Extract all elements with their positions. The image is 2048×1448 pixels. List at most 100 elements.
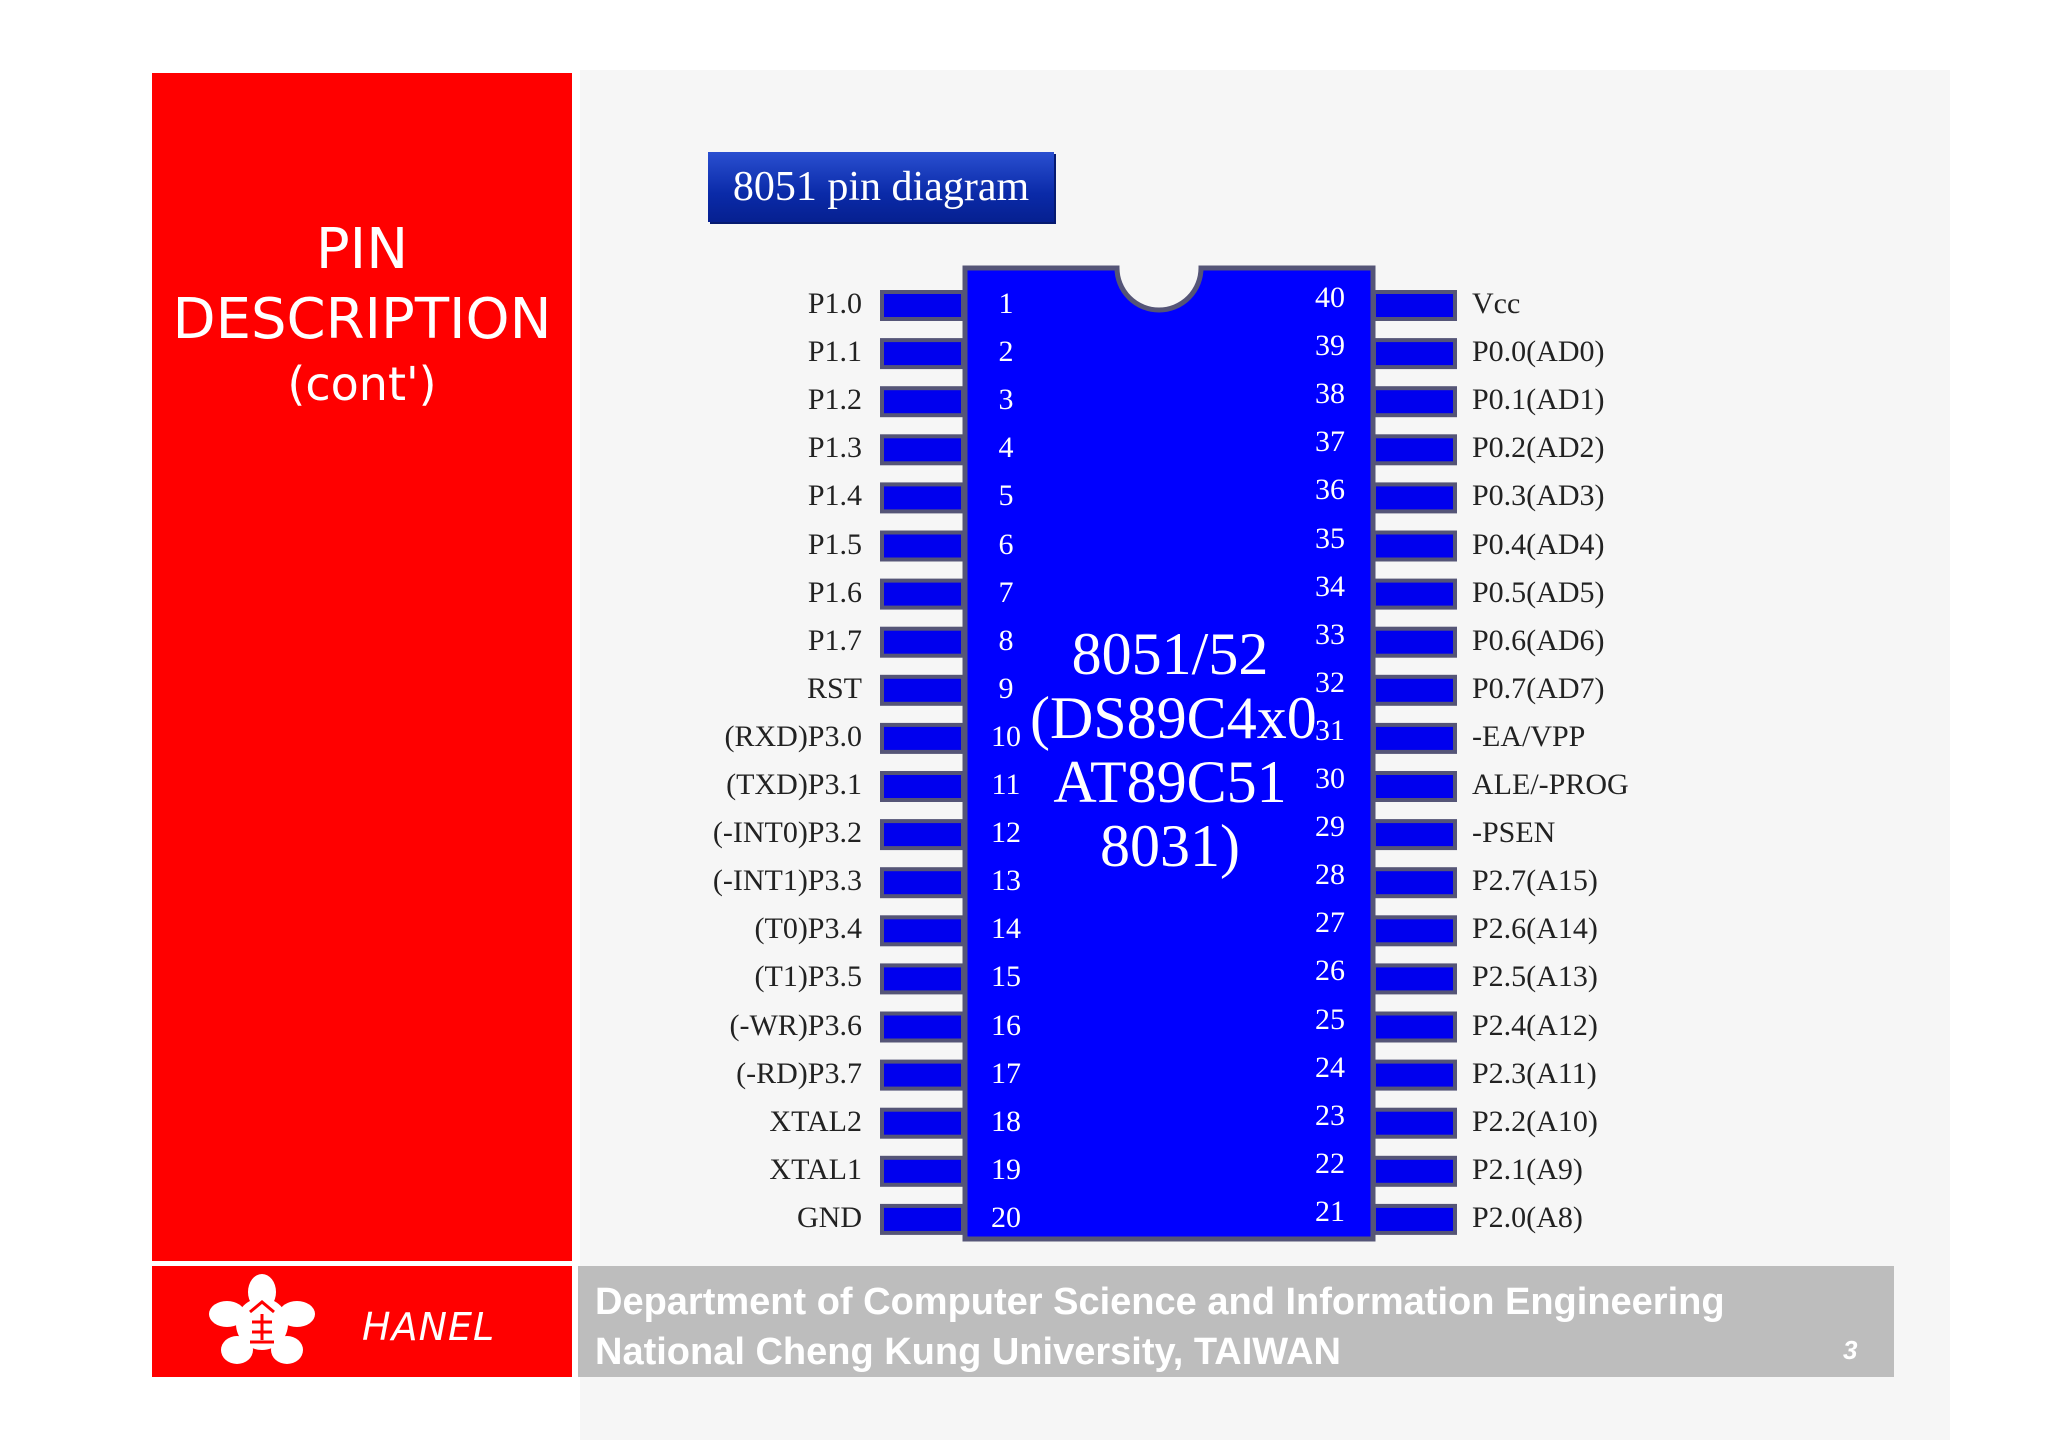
pin-label: P2.1(A9) xyxy=(1472,1152,1583,1186)
right-pin-16 xyxy=(1372,1059,1457,1091)
pin-number: 37 xyxy=(1315,425,1345,459)
pin-label: P0.1(AD1) xyxy=(1472,383,1605,417)
pin-label: (-WR)P3.6 xyxy=(729,1008,862,1042)
chip-name-line: (DS89C4x0 xyxy=(1030,685,1317,751)
left-pin-13 xyxy=(880,915,965,947)
left-pin-19 xyxy=(880,1203,965,1235)
pin-label: P2.3(A11) xyxy=(1472,1056,1597,1090)
left-pin-18 xyxy=(880,1155,965,1187)
right-pin-14 xyxy=(1372,963,1457,995)
pin-number: 13 xyxy=(991,864,1021,898)
right-pin-10 xyxy=(1372,771,1457,802)
left-pin-11 xyxy=(880,819,965,851)
pin-number: 22 xyxy=(1315,1146,1345,1180)
right-pin-7 xyxy=(1372,626,1457,658)
pin-number: 24 xyxy=(1315,1050,1345,1084)
pin-number: 1 xyxy=(998,287,1014,320)
pin-number: 14 xyxy=(991,912,1021,946)
pin-number: 32 xyxy=(1315,665,1345,699)
pin-number: 6 xyxy=(998,527,1014,561)
left-pin-5 xyxy=(880,530,965,562)
pin-number: 28 xyxy=(1315,858,1345,892)
pin-number: 34 xyxy=(1315,569,1345,603)
pin-label: P1.3 xyxy=(807,431,862,465)
right-pin-19 xyxy=(1372,1203,1457,1235)
pin-label: P1.1 xyxy=(807,335,862,369)
right-pin-11 xyxy=(1372,819,1457,851)
pin-label: (T1)P3.5 xyxy=(754,960,863,994)
right-pin-0 xyxy=(1372,290,1457,321)
pin-label: P2.7(A15) xyxy=(1472,864,1598,898)
pin-label: XTAL1 xyxy=(769,1152,862,1186)
left-pin-1 xyxy=(880,338,965,370)
pin-label: P0.6(AD6) xyxy=(1472,623,1605,657)
pin-label: P0.7(AD7) xyxy=(1472,671,1605,705)
pin-label: P0.5(AD5) xyxy=(1472,575,1605,609)
right-pin-5 xyxy=(1372,530,1457,562)
left-pin-6 xyxy=(880,578,965,610)
pin-label: (-INT0)P3.2 xyxy=(712,816,862,850)
left-pin-9 xyxy=(880,722,965,754)
pin-label: XTAL2 xyxy=(769,1104,862,1138)
right-pin-15 xyxy=(1372,1011,1457,1043)
pin-number: 10 xyxy=(991,719,1021,753)
chip-notch xyxy=(1115,267,1203,312)
pin-label: -PSEN xyxy=(1472,816,1556,850)
right-pin-12 xyxy=(1372,867,1457,899)
pin-number: 18 xyxy=(991,1104,1021,1138)
right-pin-2 xyxy=(1372,386,1457,418)
pin-number: 30 xyxy=(1315,762,1345,795)
left-pin-17 xyxy=(880,1107,965,1139)
right-pin-3 xyxy=(1372,434,1457,466)
page-number: 3 xyxy=(1843,1335,1858,1365)
pin-number: 15 xyxy=(991,960,1021,994)
pin-number: 19 xyxy=(991,1152,1021,1186)
pin-number: 3 xyxy=(998,383,1014,417)
pin-number: 12 xyxy=(991,816,1021,850)
left-pin-15 xyxy=(880,1011,965,1043)
pin-number: 38 xyxy=(1315,377,1345,411)
chip-name-line: 8051/52 xyxy=(1071,621,1269,687)
university-logo-icon xyxy=(209,1274,315,1364)
footer-info-panel xyxy=(578,1266,1894,1377)
pin-number: 39 xyxy=(1315,329,1345,363)
pin-number: 8 xyxy=(998,623,1014,657)
chip-name-line: AT89C51 xyxy=(1053,749,1287,815)
pin-number: 17 xyxy=(991,1056,1021,1090)
pin-number: 36 xyxy=(1315,473,1345,507)
pin-label: P2.5(A13) xyxy=(1472,960,1598,994)
pin-label: P1.0 xyxy=(807,287,862,320)
pin-label: -EA/VPP xyxy=(1472,719,1586,753)
title-line-1: PIN xyxy=(315,217,409,282)
right-pin-17 xyxy=(1372,1107,1457,1139)
pin-number: 20 xyxy=(991,1200,1021,1234)
pin-label: (T0)P3.4 xyxy=(754,912,863,946)
pin-label: P1.6 xyxy=(807,575,862,609)
diagram-title: 8051 pin diagram xyxy=(708,152,1054,222)
pin-number: 4 xyxy=(998,431,1014,465)
pin-number: 9 xyxy=(998,671,1014,705)
title-line-2: DESCRIPTION xyxy=(172,287,552,352)
pin-number: 5 xyxy=(998,479,1014,513)
pin-label: (-INT1)P3.3 xyxy=(712,864,862,898)
pin-label: GND xyxy=(797,1200,862,1234)
pin-number: 35 xyxy=(1315,521,1345,555)
pin-label: (TXD)P3.1 xyxy=(726,768,862,801)
chip-name: 8051/52 (DS89C4x0 AT89C51 8031) xyxy=(1030,621,1317,878)
left-pin-10 xyxy=(880,771,965,802)
pin-label: P0.4(AD4) xyxy=(1472,527,1605,561)
pin-number: 29 xyxy=(1315,810,1345,844)
pin-number: 16 xyxy=(991,1008,1021,1042)
left-pin-4 xyxy=(880,482,965,514)
pin-label: P0.2(AD2) xyxy=(1472,431,1605,465)
pin-number: 11 xyxy=(991,768,1021,801)
pin-label: Vcc xyxy=(1472,287,1521,320)
right-pin-4 xyxy=(1372,482,1457,514)
pin-number: 40 xyxy=(1315,281,1345,314)
pin-number: 7 xyxy=(998,575,1014,609)
page-title: PIN DESCRIPTION (cont') xyxy=(152,215,572,413)
left-pin-14 xyxy=(880,963,965,995)
pin-label: RST xyxy=(806,671,862,705)
right-pin-13 xyxy=(1372,915,1457,947)
pin-number: 25 xyxy=(1315,1002,1345,1036)
